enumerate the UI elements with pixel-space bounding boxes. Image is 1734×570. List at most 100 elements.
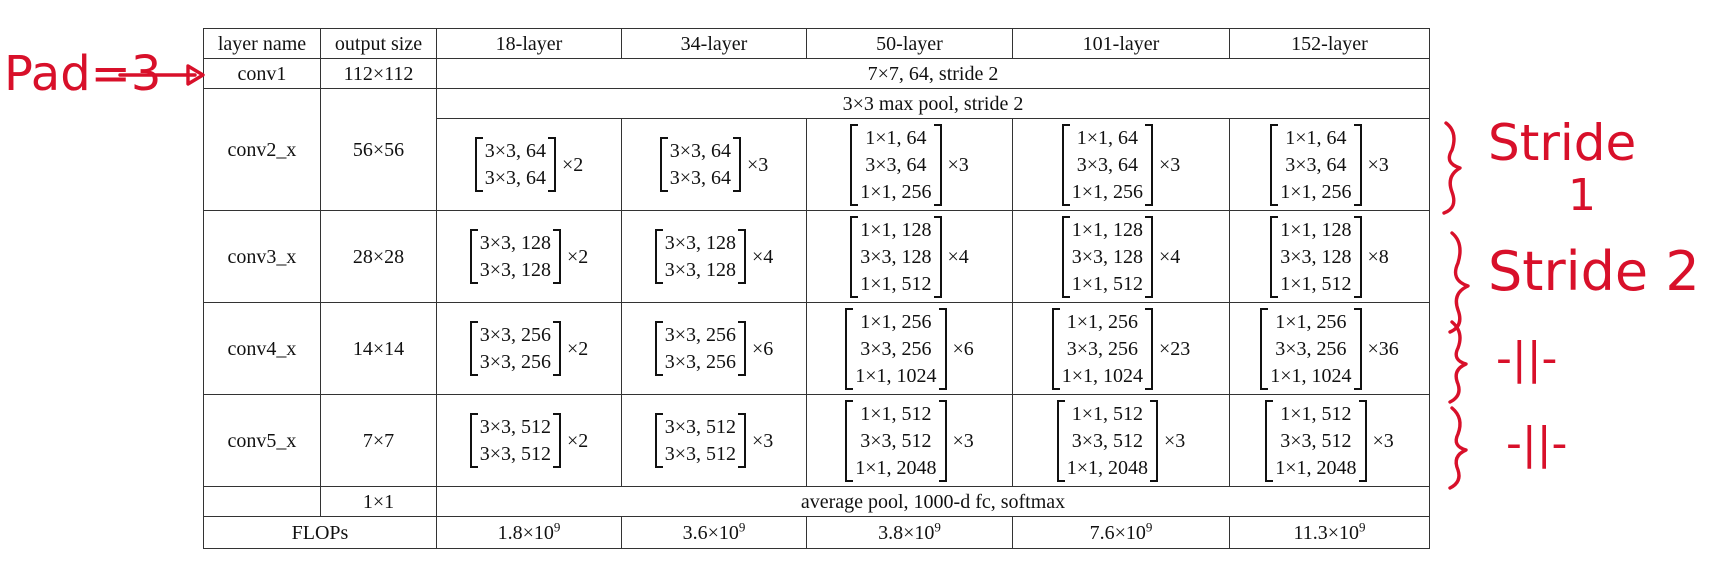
conv4-brace (1448, 320, 1468, 404)
bracket-left (659, 137, 668, 192)
conv1-size: 112×112 (320, 58, 437, 89)
flops-exponent: 9 (738, 518, 746, 534)
block-layer-line: 3×3, 128 (664, 232, 736, 254)
block-multiplier: ×3 (1367, 153, 1389, 176)
conv5-brace (1448, 406, 1468, 490)
block-layer-line: 3×3, 256 (664, 324, 736, 346)
block-layer-line: 1×1, 256 (1066, 310, 1138, 333)
conv2-note-line1: Stride (1488, 114, 1636, 172)
block-layer-line: 1×1, 256 (860, 180, 932, 203)
block-spec: 1×1, 64 3×3, 64 1×1, 256 ×3 (1061, 123, 1181, 206)
bracket-right (1358, 399, 1367, 482)
flops-base: 3.6×10 (682, 521, 739, 544)
col-header-3: 34-layer (621, 28, 807, 59)
block-layer-line: 3×3, 512 (664, 416, 736, 438)
block-cell: 3×3, 128 3×3, 128 ×4 (621, 210, 807, 303)
bracket-right (1353, 123, 1362, 206)
bracket-right (1150, 399, 1158, 482)
block-multiplier: ×3 (1159, 153, 1181, 176)
block-layer-line: 3×3, 128 (664, 259, 736, 281)
bracket-left (845, 307, 854, 390)
block-row-conv3: conv3_x 28×28 3×3, 128 3×3, 128 ×2 3×3, 128 3×… (203, 210, 1430, 303)
block-layer-line: 3×3, 256 (479, 351, 551, 373)
block-spec: 3×3, 256 3×3, 256 ×6 (654, 321, 773, 376)
conv2-brace (1442, 121, 1462, 215)
bracket-right (1145, 215, 1153, 298)
block-multiplier: ×2 (562, 153, 584, 176)
conv2-name: conv2_x (203, 88, 321, 211)
bracket-matrix: 1×1, 256 3×3, 256 1×1, 1024 (1260, 307, 1362, 390)
block-spec: 3×3, 64 3×3, 64 ×3 (659, 137, 768, 192)
bracket-right (1145, 123, 1153, 206)
bracket-left (1270, 215, 1279, 298)
bracket-left (1051, 307, 1060, 390)
block-multiplier: ×3 (947, 153, 969, 176)
block-spec: 1×1, 128 3×3, 128 1×1, 512 ×4 (1061, 215, 1180, 298)
block-multiplier: ×23 (1159, 337, 1191, 360)
block-layer-line: 1×1, 128 (1280, 218, 1352, 241)
flops-base: 1.8×10 (497, 521, 554, 544)
block-layer-line: 1×1, 2048 (1275, 456, 1357, 479)
flops-base: 3.8×10 (878, 521, 935, 544)
block-cell: 3×3, 256 3×3, 256 ×6 (621, 302, 807, 395)
block-spec: 3×3, 256 3×3, 256 ×2 (469, 321, 588, 376)
block-row-conv2: 3×3, 64 3×3, 64 ×2 3×3, 64 3×3, 64 ×3 1×1, 64 3… (204, 118, 1430, 211)
block-spec: 1×1, 128 3×3, 128 1×1, 512 ×4 (850, 215, 969, 298)
conv2-note-line2: 1 (1568, 170, 1596, 221)
block-spec: 1×1, 256 3×3, 256 1×1, 1024 ×36 (1260, 307, 1399, 390)
flops-label: FLOPs (203, 516, 437, 549)
block-layer-line: 1×1, 256 (1275, 310, 1347, 333)
block-spec: 3×3, 512 3×3, 512 ×2 (469, 413, 588, 468)
block-layer-line: 3×3, 256 (860, 337, 932, 360)
block-layer-line: 3×3, 64 (865, 153, 927, 176)
block-layer-line: 1×1, 128 (1071, 218, 1143, 241)
bracket-left (1056, 399, 1065, 482)
block-layer-line: 3×3, 64 (669, 140, 731, 162)
bracket-right (938, 307, 947, 390)
final-spec: average pool, 1000-d fc, softmax (436, 486, 1430, 517)
block-spec: 1×1, 512 3×3, 512 1×1, 2048 ×3 (1056, 399, 1185, 482)
block-layer-line: 3×3, 256 (664, 351, 736, 373)
block-layer-line: 3×3, 128 (1280, 245, 1352, 268)
flops-exponent: 9 (1145, 518, 1153, 534)
bracket-right (1353, 215, 1362, 298)
pool-row: conv2_x 56×56 3×3 max pool, stride 2 (203, 88, 1430, 211)
block-layer-line: 3×3, 512 (664, 443, 736, 465)
block-layer-line: 3×3, 256 (1275, 337, 1347, 360)
bracket-matrix: 3×3, 512 3×3, 512 (469, 413, 561, 468)
block-layer-line: 1×1, 512 (1071, 402, 1143, 425)
bracket-left (654, 413, 663, 468)
flops-value: 11.3×109 (1229, 516, 1430, 549)
bracket-matrix: 1×1, 512 3×3, 512 1×1, 2048 (845, 399, 947, 482)
block-layer-line: 3×3, 512 (1071, 429, 1143, 452)
conv5-note: -||- (1506, 418, 1567, 469)
bracket-matrix: 3×3, 256 3×3, 256 (469, 321, 561, 376)
block-multiplier: ×2 (567, 245, 589, 268)
block-cell: 3×3, 128 3×3, 128 ×2 (436, 210, 622, 303)
block-cell: 3×3, 512 3×3, 512 ×3 (621, 394, 807, 487)
flops-value: 3.6×109 (621, 516, 807, 549)
bracket-right (553, 229, 561, 284)
block-cell: 1×1, 256 3×3, 256 1×1, 1024 ×23 (1012, 302, 1230, 395)
bracket-right (738, 321, 746, 376)
bracket-left (654, 321, 663, 376)
bracket-right (738, 413, 746, 468)
block-multiplier: ×3 (952, 429, 974, 452)
flops-base: 7.6×10 (1089, 521, 1146, 544)
block-cell: 3×3, 512 3×3, 512 ×2 (436, 394, 622, 487)
flops-exponent: 9 (934, 518, 941, 534)
block-cell: 1×1, 64 3×3, 64 1×1, 256 ×3 (1012, 118, 1230, 211)
bracket-matrix: 1×1, 128 3×3, 128 1×1, 512 (850, 215, 942, 298)
block-layer-line: 1×1, 1024 (1270, 364, 1352, 387)
block-spec: 3×3, 128 3×3, 128 ×2 (469, 229, 589, 284)
bracket-right (553, 321, 561, 376)
bracket-matrix: 3×3, 64 3×3, 64 (474, 137, 556, 192)
flops-row: FLOPs 1.8×109 3.6×109 3.8×109 7.6×109 11.3×1… (203, 516, 1430, 549)
header-row: layer name output size 18-layer 34-layer 50-… (203, 28, 1430, 59)
block-cell: 1×1, 64 3×3, 64 1×1, 256 ×3 (1229, 118, 1430, 211)
block-cell: 3×3, 256 3×3, 256 ×2 (436, 302, 622, 395)
bracket-left (1270, 123, 1279, 206)
conv2-size: 56×56 (320, 88, 437, 211)
conv1-spec: 7×7, 64, stride 2 (436, 58, 1430, 89)
bracket-matrix: 3×3, 512 3×3, 512 (654, 413, 746, 468)
